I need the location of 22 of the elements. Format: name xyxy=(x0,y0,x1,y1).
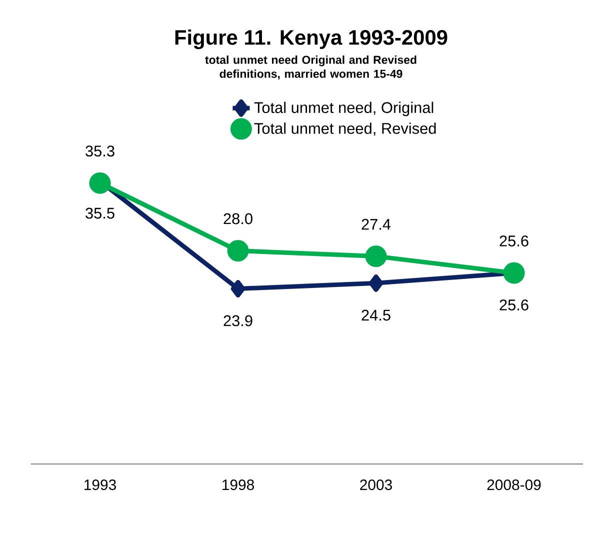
data-label: 27.4 xyxy=(362,218,391,230)
chart-subtitle: total unmet need Original and Revised definitions, married women 15-49 xyxy=(205,56,416,80)
x-tick-label: 1993 xyxy=(84,480,116,490)
data-label: 23.9 xyxy=(224,315,252,326)
point xyxy=(230,280,246,298)
x-tick-label: 1998 xyxy=(222,480,254,490)
data-label: 25.6 xyxy=(500,236,528,246)
data-label: 35.3 xyxy=(86,146,114,157)
point xyxy=(503,262,525,284)
point xyxy=(365,246,387,268)
point xyxy=(227,240,249,262)
data-label: 35.5 xyxy=(86,208,114,219)
data-label: 28.0 xyxy=(224,213,252,224)
legend-label: Total unmet need, Original xyxy=(254,102,434,116)
data-label: 24.5 xyxy=(362,310,390,321)
x-tick-label: 2003 xyxy=(360,480,392,490)
data-label: 25.6 xyxy=(500,300,528,310)
point xyxy=(368,274,384,292)
point xyxy=(89,172,111,194)
legend-label: Total unmet need, Revised xyxy=(254,122,436,136)
x-tick-label: 2008-09 xyxy=(487,480,541,490)
chart-title: Figure 11. Kenya 1993-2009 xyxy=(175,30,448,50)
